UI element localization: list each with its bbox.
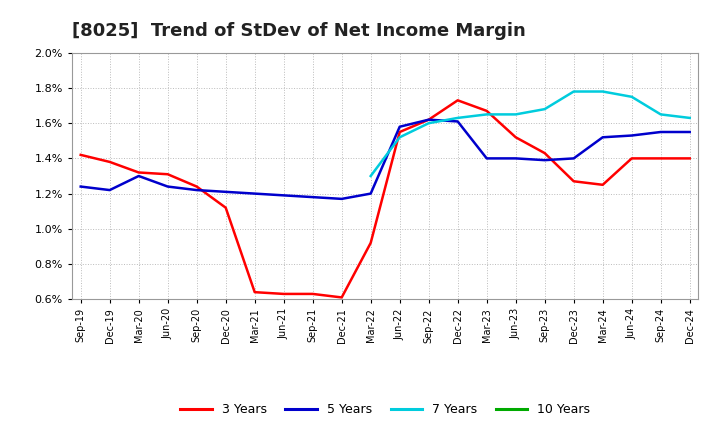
5 Years [192,187,201,193]
7 Years [482,112,491,117]
3 Years [657,156,665,161]
5 Years [163,184,172,189]
3 Years [454,98,462,103]
7 Years [511,112,520,117]
7 Years [424,121,433,126]
5 Years [279,193,288,198]
3 Years [135,170,143,175]
3 Years [395,129,404,135]
7 Years [685,115,694,121]
5 Years [570,156,578,161]
7 Years [541,106,549,112]
3 Years [482,108,491,114]
3 Years [308,291,317,297]
5 Years [657,129,665,135]
5 Years [221,189,230,194]
3 Years [424,117,433,122]
7 Years [627,94,636,99]
3 Years [366,240,375,246]
5 Years [366,191,375,196]
Line: 5 Years: 5 Years [81,120,690,199]
Line: 7 Years: 7 Years [371,92,690,176]
5 Years [76,184,85,189]
5 Years [454,119,462,124]
5 Years [482,156,491,161]
5 Years [511,156,520,161]
3 Years [338,295,346,300]
3 Years [541,150,549,156]
3 Years [192,184,201,189]
3 Years [279,291,288,297]
7 Years [395,135,404,140]
7 Years [657,112,665,117]
5 Years [251,191,259,196]
3 Years [105,159,114,165]
Text: [8025]  Trend of StDev of Net Income Margin: [8025] Trend of StDev of Net Income Marg… [72,22,526,40]
5 Years [338,196,346,202]
3 Years [163,172,172,177]
Legend: 3 Years, 5 Years, 7 Years, 10 Years: 3 Years, 5 Years, 7 Years, 10 Years [176,398,595,421]
3 Years [511,135,520,140]
5 Years [135,173,143,179]
5 Years [395,124,404,129]
5 Years [308,194,317,200]
7 Years [598,89,607,94]
3 Years [76,152,85,158]
5 Years [424,117,433,122]
3 Years [627,156,636,161]
3 Years [251,290,259,295]
Line: 3 Years: 3 Years [81,100,690,297]
3 Years [598,182,607,187]
5 Years [541,158,549,163]
7 Years [366,173,375,179]
5 Years [105,187,114,193]
5 Years [598,135,607,140]
7 Years [570,89,578,94]
5 Years [685,129,694,135]
3 Years [221,205,230,210]
7 Years [454,115,462,121]
3 Years [570,179,578,184]
5 Years [627,133,636,138]
3 Years [685,156,694,161]
